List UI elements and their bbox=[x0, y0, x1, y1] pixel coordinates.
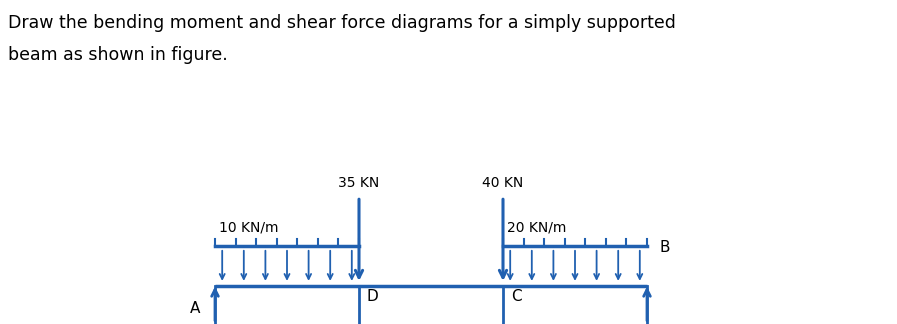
Text: Draw the bending moment and shear force diagrams for a simply supported: Draw the bending moment and shear force … bbox=[8, 14, 675, 32]
Text: 20 KN/m: 20 KN/m bbox=[507, 220, 566, 235]
Text: C: C bbox=[511, 289, 522, 304]
Text: 35 KN: 35 KN bbox=[338, 176, 379, 190]
Text: D: D bbox=[367, 289, 379, 304]
Text: 10 KN/m: 10 KN/m bbox=[219, 220, 278, 235]
Text: A: A bbox=[189, 301, 200, 316]
Text: B: B bbox=[659, 240, 669, 255]
Text: 40 KN: 40 KN bbox=[483, 176, 524, 190]
Text: beam as shown in figure.: beam as shown in figure. bbox=[8, 46, 228, 64]
